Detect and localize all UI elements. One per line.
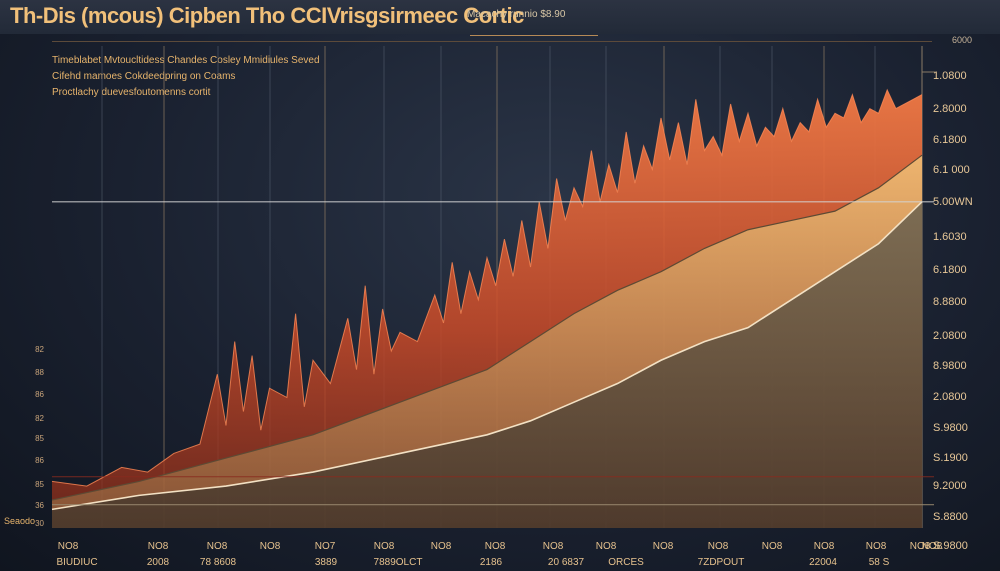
y-tick-label-right: 2.0800 bbox=[933, 391, 967, 403]
x-tick-label-top: NO8 bbox=[653, 541, 674, 552]
x-tick-label-top: NO8 bbox=[814, 541, 835, 552]
x-tick-label-top: NO8 bbox=[922, 541, 943, 552]
y-tick-label-right: 5.00WN bbox=[933, 196, 973, 208]
y-tick-label-right: S.9800 bbox=[933, 422, 968, 434]
series-spiked-line bbox=[51, 88, 923, 487]
x-tick-label-top: NO7 bbox=[315, 541, 336, 552]
y-tick-label-left: 88 bbox=[35, 368, 44, 377]
x-tick-label-bottom: 22004 bbox=[809, 557, 837, 568]
header-divider bbox=[52, 41, 932, 42]
x-tick-label-top: NO8 bbox=[431, 541, 452, 552]
y-tick-label-right: 6.1800 bbox=[933, 134, 967, 146]
chart-subtitle: Macachy runnio $8.90 bbox=[467, 9, 566, 20]
reference-lines bbox=[52, 201, 934, 506]
x-tick-label-top: NO8 bbox=[485, 541, 506, 552]
x-tick-label-top: NO8 bbox=[762, 541, 783, 552]
y-tick-label-left: 30 bbox=[35, 519, 44, 528]
x-tick-label-top: NO8 bbox=[260, 541, 281, 552]
x-tick-label-top: NO8 bbox=[543, 541, 564, 552]
x-tick-label-top: NO8 bbox=[374, 541, 395, 552]
x-tick-label-top: NO8 bbox=[708, 541, 729, 552]
x-tick-label-bottom: ORCES bbox=[608, 557, 644, 568]
note-line-2: Cifehd mamoes Cokdeedpring on Coams bbox=[52, 71, 236, 82]
x-tick-label-bottom: 7889OLCT bbox=[374, 557, 423, 568]
x-tick-label-top: NO8 bbox=[910, 541, 931, 552]
header-band bbox=[0, 0, 1000, 34]
series-mid-line bbox=[51, 154, 923, 501]
y-tick-label-left: 82 bbox=[35, 345, 44, 354]
x-tick-label-top: NO8 bbox=[596, 541, 617, 552]
chart-title: Th-Dis (mcous) Cipben Tho CCIVrisgsirmee… bbox=[10, 3, 524, 28]
y-tick-label-left: 85 bbox=[35, 480, 44, 489]
series-layer bbox=[51, 88, 923, 529]
note-line-1: Timeblabet Mvtoucltidess Chandes Cosley … bbox=[52, 55, 320, 66]
y-tick-label-right: S.8800 bbox=[933, 511, 968, 523]
x-tick-label-bottom: 78 8608 bbox=[200, 557, 237, 568]
y-tick-label-right: 8.9800 bbox=[933, 360, 967, 372]
y-tick-label-right: S.9800 bbox=[933, 540, 968, 552]
y-tick-label-left: 86 bbox=[35, 390, 44, 399]
x-tick-label-bottom: 2186 bbox=[480, 557, 503, 568]
y-tick-label-right: 1.0800 bbox=[933, 70, 967, 82]
y-tick-label-right: 6.1800 bbox=[933, 264, 967, 276]
series-base-area bbox=[52, 201, 922, 529]
x-tick-label-top: NO8 bbox=[58, 541, 79, 552]
y-tick-label-left: 86 bbox=[35, 456, 44, 465]
x-tick-label-bottom: 7ZDPOUT bbox=[698, 557, 745, 568]
header-rule bbox=[470, 35, 598, 36]
x-tick-label-bottom: BIUDIUC bbox=[56, 557, 97, 568]
x-tick-label-bottom: 2008 bbox=[147, 557, 170, 568]
axis-labels: NO8 NO8 NO8 NO8 NO7 NO8 NO8 NO8 NO8 NO8 NO8 NO8 NO8 N… bbox=[35, 70, 973, 568]
note-line-3: Proctlachy duevesfoutomenns cortit bbox=[52, 87, 211, 98]
x-tick-label-top: NO8 bbox=[148, 541, 169, 552]
y-tick-label-right: S.1900 bbox=[933, 452, 968, 464]
y-tick-label-left: 82 bbox=[35, 414, 44, 423]
x-tick-label-bottom: 58 S bbox=[869, 557, 890, 568]
x-tick-label-top: NO8 bbox=[207, 541, 228, 552]
x-tick-label-top: NO8 bbox=[866, 541, 887, 552]
y-tick-label-right: 1.6030 bbox=[933, 231, 967, 243]
corner-value: 6000 bbox=[952, 35, 973, 45]
y-tick-label-right: 6.1 000 bbox=[933, 164, 970, 176]
y-tick-label-left: 36 bbox=[35, 501, 44, 510]
x-tick-label-bottom: 20 6837 bbox=[548, 557, 585, 568]
y-tick-label-right: 2.0800 bbox=[933, 330, 967, 342]
y-tick-label-right: 8.8800 bbox=[933, 296, 967, 308]
y-tick-label-left: 85 bbox=[35, 434, 44, 443]
y-tick-label-right: 2.8000 bbox=[933, 103, 967, 115]
left-caption: Seaodo bbox=[4, 516, 36, 526]
y-tick-label-right: 9.2000 bbox=[933, 480, 967, 492]
series-base-line bbox=[51, 201, 923, 511]
x-tick-label-bottom: 3889 bbox=[315, 557, 338, 568]
